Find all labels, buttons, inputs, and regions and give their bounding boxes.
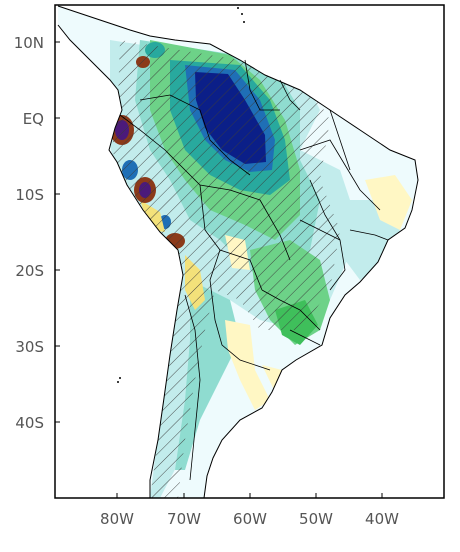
field-pale-yellow-3	[365, 175, 412, 230]
lon-label-40w: 40W	[365, 510, 399, 528]
lat-label-eq: EQ	[23, 110, 44, 128]
continent-outline	[57, 5, 419, 499]
field-pale-yellow-1	[225, 320, 270, 410]
longitude-axis: 80W 70W 60W 50W 40W	[100, 493, 399, 528]
latitude-axis: 10N EQ 10S 20S 30S 40S	[14, 34, 60, 432]
lat-label-10n: 10N	[14, 34, 44, 52]
country-borders	[119, 59, 389, 481]
lon-label-50w: 50W	[299, 510, 333, 528]
caribbean-islands	[117, 7, 245, 383]
lat-label-40s: 40S	[15, 414, 44, 432]
lat-label-10s: 10S	[15, 186, 44, 204]
lat-label-20s: 20S	[15, 262, 44, 280]
lon-label-70w: 70W	[167, 510, 201, 528]
lat-label-30s: 30S	[15, 338, 44, 356]
land-fields	[58, 6, 418, 498]
lon-label-80w: 80W	[100, 510, 134, 528]
lon-label-60w: 60W	[233, 510, 267, 528]
